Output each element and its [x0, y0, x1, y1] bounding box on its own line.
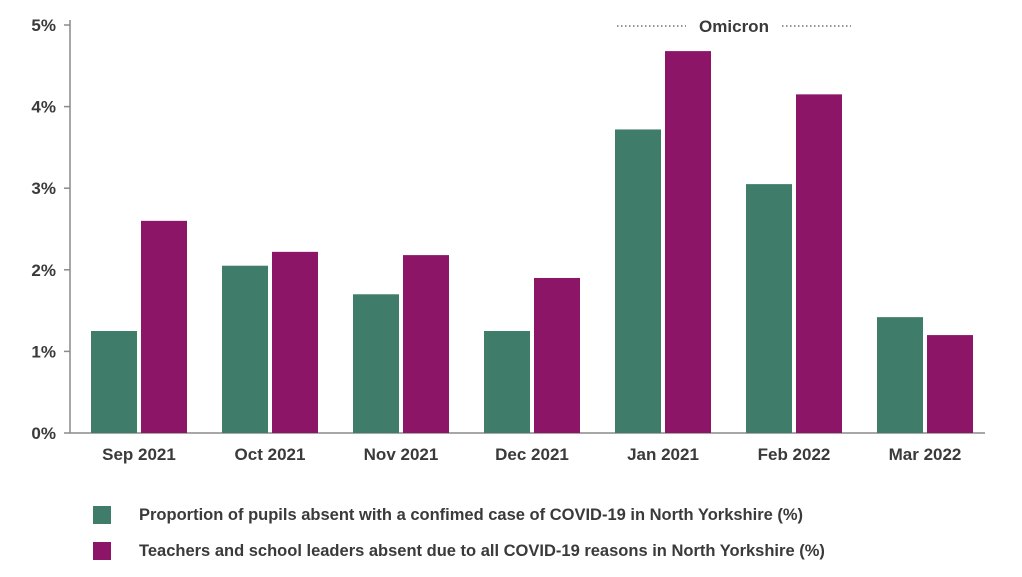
legend-item-teachers: Teachers and school leaders absent due t… [93, 541, 825, 561]
legend-item-pupils: Proportion of pupils absent with a confi… [93, 505, 825, 525]
x-tick-label: Dec 2021 [495, 445, 569, 464]
x-tick-label: Oct 2021 [235, 445, 306, 464]
bar-teachers-mar-2022 [927, 335, 973, 433]
x-tick-group: Sep 2021 Oct 2021 Nov 2021 Dec 2021 Jan 2021… [102, 445, 961, 464]
bar-pupils-feb-2022 [746, 184, 792, 433]
bar-pupils-dec-2021 [484, 331, 530, 433]
x-tick-label: Sep 2021 [102, 445, 176, 464]
legend-swatch-teachers [93, 542, 111, 560]
legend-label-teachers: Teachers and school leaders absent due t… [139, 541, 825, 560]
x-tick-label: Mar 2022 [889, 445, 962, 464]
y-tick-label: 2% [31, 261, 56, 280]
bar-teachers-oct-2021 [272, 251, 318, 433]
bar-pupils-sep-2021 [91, 331, 137, 433]
x-tick-label: Jan 2021 [627, 445, 699, 464]
bar-teachers-nov-2021 [403, 255, 449, 433]
bar-teachers-sep-2021 [141, 220, 187, 433]
y-tick-label: 3% [31, 179, 56, 198]
y-tick-label: 1% [31, 342, 56, 361]
legend-label-pupils: Proportion of pupils absent with a confi… [139, 505, 804, 524]
bar-pupils-jan-2021 [615, 129, 661, 433]
y-tick-label: 0% [31, 424, 56, 443]
legend: Proportion of pupils absent with a confi… [93, 505, 825, 577]
x-tick-label: Nov 2021 [364, 445, 439, 464]
x-tick-label: Feb 2022 [758, 445, 831, 464]
bar-teachers-jan-2021 [665, 51, 711, 433]
bar-pupils-oct-2021 [222, 265, 268, 433]
y-tick-label: 5% [31, 16, 56, 35]
bars-group [91, 51, 973, 434]
y-axis: 0% 1% 2% 3% 4% 5% [31, 16, 71, 443]
bar-teachers-dec-2021 [534, 277, 580, 433]
omicron-label: Omicron [699, 17, 769, 36]
y-tick-group: 0% 1% 2% 3% 4% 5% [31, 16, 70, 443]
bar-pupils-mar-2022 [877, 317, 923, 433]
bar-pupils-nov-2021 [353, 294, 399, 433]
bar-teachers-feb-2022 [796, 94, 842, 434]
y-tick-label: 4% [31, 98, 56, 117]
omicron-annotation: Omicron [617, 17, 851, 36]
legend-swatch-pupils [93, 506, 111, 524]
bar-chart: 0% 1% 2% 3% 4% 5% Sep 2021 Oct 2021 Nov 2021 Dec… [31, 16, 985, 464]
